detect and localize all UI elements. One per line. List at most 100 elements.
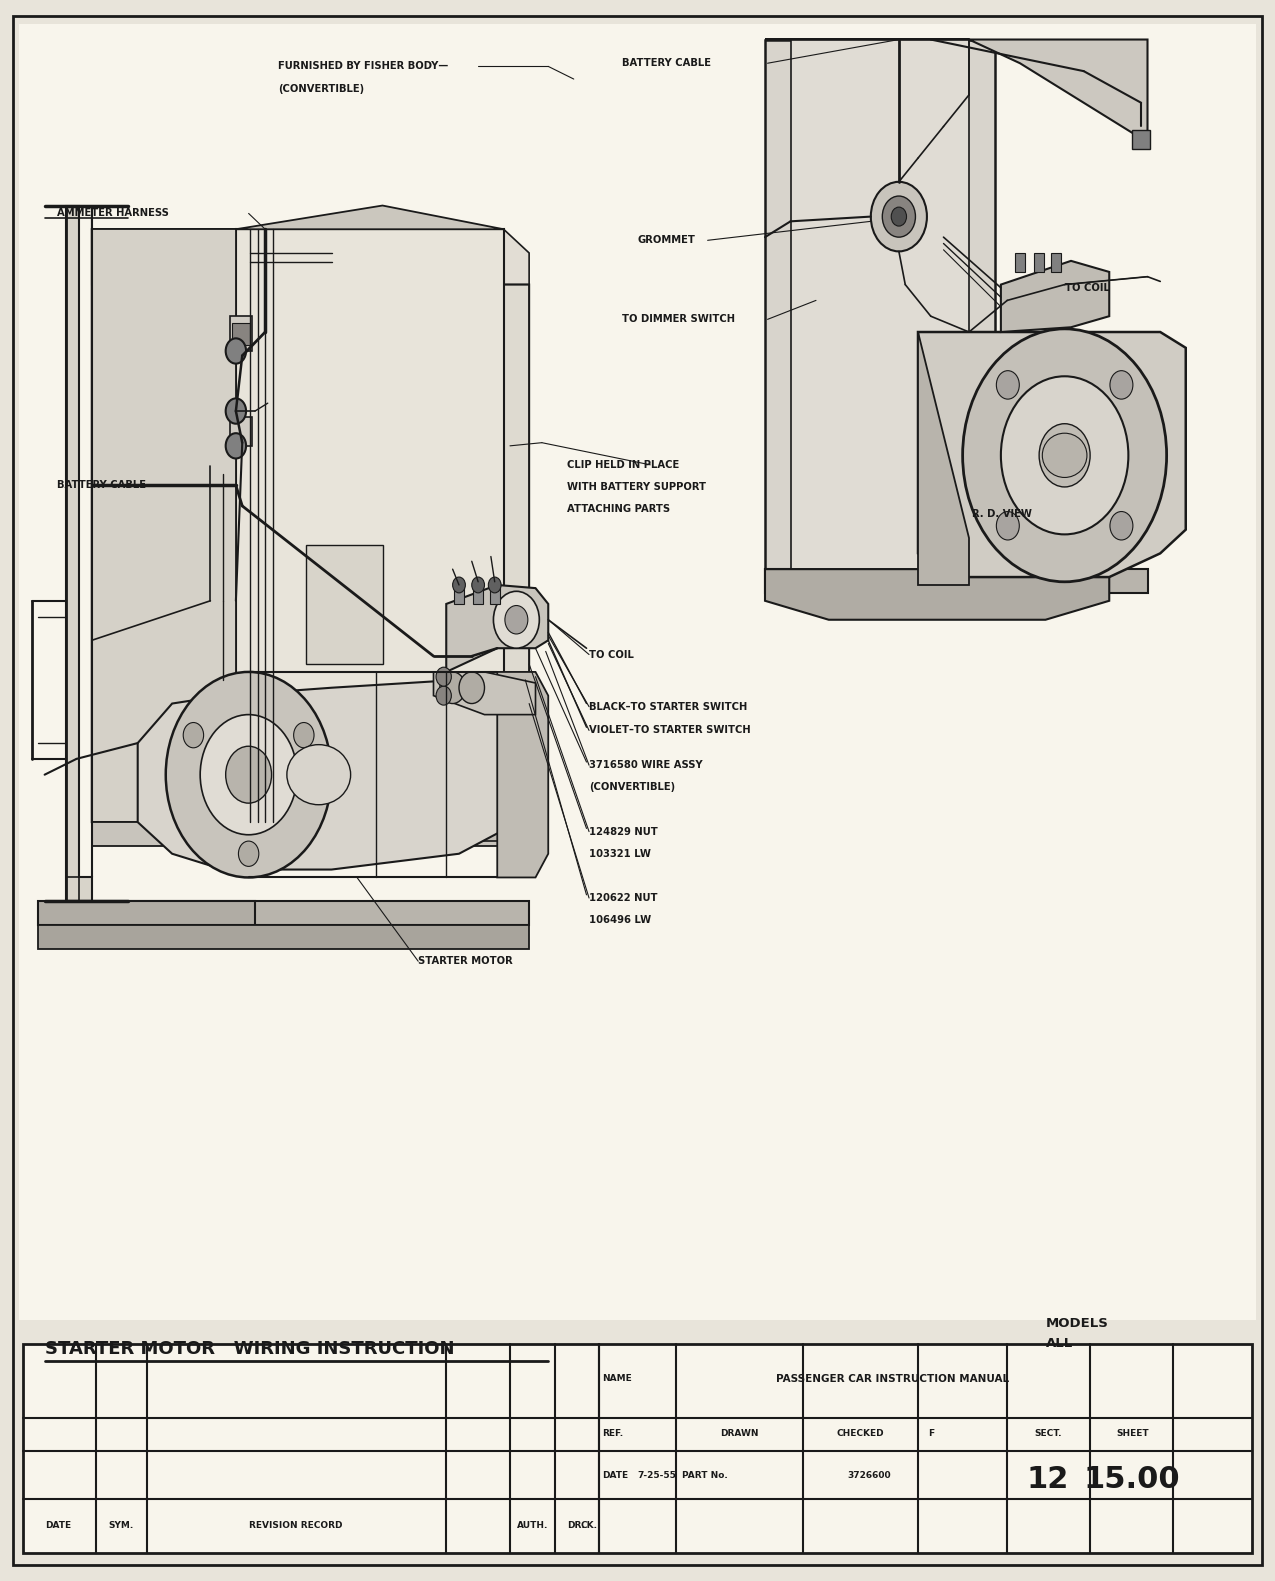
Circle shape [238,841,259,866]
Text: FURNISHED BY FISHER BODY—: FURNISHED BY FISHER BODY— [278,62,449,71]
Bar [19,24,1256,1320]
Text: (CONVERTIBLE): (CONVERTIBLE) [278,84,365,93]
Circle shape [493,591,539,648]
Polygon shape [434,790,536,841]
Text: TO COIL: TO COIL [1065,283,1109,292]
Text: R. D. VIEW: R. D. VIEW [972,509,1031,519]
Polygon shape [38,901,255,925]
Text: GROMMET: GROMMET [638,236,695,245]
Text: 103321 LW: 103321 LW [589,849,652,858]
Polygon shape [92,229,529,822]
Text: F: F [928,1429,935,1439]
Text: ALL: ALL [1046,1338,1072,1350]
Bar [306,545,382,664]
Bar [23,1344,1252,1553]
Circle shape [1111,370,1133,398]
Text: BLACK–TO STARTER SWITCH: BLACK–TO STARTER SWITCH [589,702,747,711]
Text: SHEET: SHEET [1116,1429,1149,1439]
Circle shape [1039,424,1090,487]
Text: DRAWN: DRAWN [720,1429,759,1439]
Text: REVISION RECORD: REVISION RECORD [249,1521,343,1530]
Text: SECT.: SECT. [1034,1429,1062,1439]
Polygon shape [765,569,1109,620]
Circle shape [226,433,246,458]
Text: MODELS: MODELS [1046,1317,1108,1330]
Ellipse shape [287,745,351,805]
Circle shape [459,672,484,704]
Text: ATTACHING PARTS: ATTACHING PARTS [567,504,671,514]
Bar [230,316,252,351]
Text: 12: 12 [1026,1466,1070,1494]
Circle shape [505,606,528,634]
Polygon shape [497,672,548,877]
Polygon shape [66,901,529,925]
Circle shape [996,370,1019,398]
Circle shape [226,338,246,364]
Text: 124829 NUT: 124829 NUT [589,827,658,836]
Circle shape [488,577,501,593]
Circle shape [996,512,1019,541]
Bar [473,582,483,604]
Text: WITH BATTERY SUPPORT: WITH BATTERY SUPPORT [567,482,706,492]
Bar [232,323,250,345]
Polygon shape [918,332,1186,577]
Circle shape [1111,512,1133,541]
Text: REF.: REF. [602,1429,623,1439]
Text: TO COIL: TO COIL [589,650,634,659]
Text: CK.: CK. [580,1521,598,1530]
Bar [1015,253,1025,272]
Polygon shape [434,672,536,715]
Polygon shape [1001,261,1109,332]
Circle shape [226,746,272,803]
Polygon shape [446,585,548,672]
Text: 120622 NUT: 120622 NUT [589,893,658,903]
Bar [490,582,500,604]
Circle shape [166,672,332,877]
Text: DR.: DR. [567,1521,585,1530]
Circle shape [226,398,246,424]
Bar [1051,253,1061,272]
Circle shape [472,577,484,593]
Text: 7-25-55: 7-25-55 [638,1470,676,1480]
Circle shape [891,207,907,226]
Polygon shape [765,569,1148,593]
Bar [23,1344,1252,1553]
Text: SYM.: SYM. [108,1521,134,1530]
Polygon shape [138,680,536,870]
Polygon shape [38,925,529,949]
Polygon shape [92,206,529,285]
Polygon shape [790,40,969,569]
Text: BATTERY CABLE: BATTERY CABLE [622,58,711,68]
Polygon shape [236,206,504,229]
Polygon shape [92,798,529,846]
Bar [454,582,464,604]
Circle shape [436,667,451,686]
Circle shape [440,672,465,704]
Polygon shape [1132,130,1150,149]
Text: AMMETER HARNESS: AMMETER HARNESS [57,209,170,218]
Circle shape [1001,376,1128,534]
Circle shape [184,723,204,748]
Text: PART No.: PART No. [682,1470,728,1480]
Text: BATTERY CABLE: BATTERY CABLE [57,481,147,490]
Text: (CONVERTIBLE): (CONVERTIBLE) [589,783,676,792]
Text: AUTH.: AUTH. [518,1521,548,1530]
Text: 106496 LW: 106496 LW [589,915,652,925]
Text: DATE: DATE [602,1470,627,1480]
Bar [1034,253,1044,272]
Text: DATE: DATE [46,1521,71,1530]
Text: NAME: NAME [602,1374,631,1383]
Circle shape [436,686,451,705]
Text: 15.00: 15.00 [1084,1466,1181,1494]
Polygon shape [765,40,1148,142]
Circle shape [200,715,297,835]
Circle shape [453,577,465,593]
Text: VIOLET–TO STARTER SWITCH: VIOLET–TO STARTER SWITCH [589,726,751,735]
Circle shape [882,196,915,237]
Text: PASSENGER CAR INSTRUCTION MANUAL: PASSENGER CAR INSTRUCTION MANUAL [776,1374,1009,1383]
Polygon shape [236,229,504,822]
Text: 3716580 WIRE ASSY: 3716580 WIRE ASSY [589,760,703,770]
Polygon shape [765,40,994,585]
Ellipse shape [1043,433,1086,477]
Bar [230,417,252,446]
